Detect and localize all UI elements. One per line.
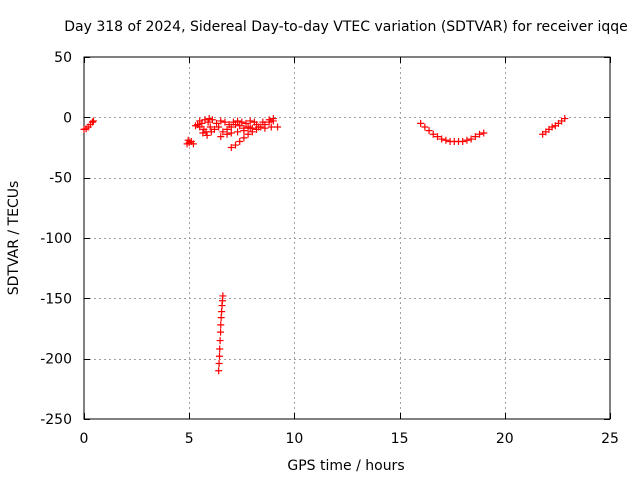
data-point [274,123,282,131]
data-point [199,129,207,137]
data-point [234,128,242,136]
chart-title: Day 318 of 2024, Sidereal Day-to-day VTE… [64,19,628,35]
data-point [425,127,433,135]
data-point [217,314,225,322]
y-tick-label: -250 [40,412,72,428]
data-point [236,137,244,145]
data-point [216,337,224,345]
data-point [438,135,446,143]
x-tick-label: 25 [601,431,619,447]
data-point [259,118,267,126]
y-tick-label: 0 [63,110,72,126]
data-point [196,123,204,131]
y-tick-label: -150 [40,291,72,307]
x-tick-label: 0 [80,431,89,447]
data-point [240,127,248,135]
data-point [236,122,244,130]
data-point [476,130,484,138]
data-point [215,352,223,360]
data-point [189,140,197,148]
data-points [80,115,569,375]
data-point [217,117,225,125]
y-axis-label: SDTVAR / TECUs [6,181,22,296]
y-tick-label: -100 [40,231,72,247]
data-point [548,123,556,131]
data-point [480,129,488,137]
data-point [184,136,192,144]
axis-ticks: 0 5 10 15 20 25 50 0 -50 -100 -150 -200 -250 [40,50,619,447]
data-point [218,302,226,310]
data-point [244,130,252,138]
data-point [218,308,226,316]
data-point [459,137,467,145]
data-point [89,117,97,125]
data-point [267,123,275,131]
data-point [467,135,475,143]
x-tick-label: 10 [285,431,303,447]
x-tick-label: 15 [391,431,409,447]
data-point [227,123,235,131]
data-point [219,128,227,136]
y-tick-label: -50 [49,171,72,187]
x-axis-label: GPS time / hours [287,458,404,474]
data-point [417,119,425,127]
data-point [433,133,441,141]
data-point [227,144,235,151]
data-point [88,118,96,126]
data-point [561,115,569,123]
data-point [246,117,254,125]
data-point [221,118,229,126]
data-point [210,125,218,133]
data-point [257,123,265,131]
data-point [217,321,225,329]
data-point [227,129,235,137]
data-point [216,345,224,353]
data-point [215,123,223,131]
y-tick-label: -200 [40,352,72,368]
data-point [246,124,254,132]
data-point [215,359,223,367]
data-point [215,367,223,375]
x-tick-label: 20 [496,431,514,447]
data-point [269,115,277,123]
data-point [231,141,239,149]
data-point [429,130,437,138]
data-point [203,131,211,139]
data-point [238,118,246,126]
data-point [463,136,471,144]
data-point [421,123,429,131]
data-point [234,117,242,125]
grid-lines [84,57,610,419]
data-point [206,123,214,131]
data-point [213,119,221,127]
data-point [217,133,225,141]
data-point [196,117,204,125]
y-tick-label: 50 [54,50,72,66]
data-point [265,116,273,124]
data-point [442,136,450,144]
data-point [204,118,212,126]
data-point [231,121,239,129]
data-point [240,134,248,142]
data-point [205,115,213,123]
x-tick-label: 5 [185,431,194,447]
data-point [248,128,256,136]
data-point [208,116,216,124]
data-point [253,121,261,129]
data-point [223,130,231,138]
data-point [242,119,250,127]
data-point [217,328,225,336]
data-point [471,133,479,141]
